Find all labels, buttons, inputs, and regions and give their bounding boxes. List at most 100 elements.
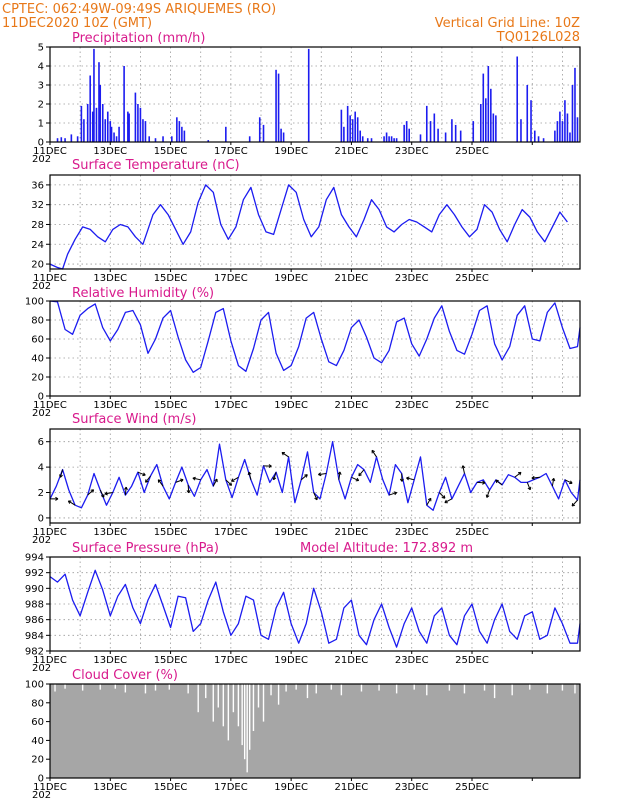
precip-bar <box>109 121 112 142</box>
wind-arrow-head <box>527 486 532 491</box>
precip-bar <box>349 115 351 142</box>
y-tick-label: 20 <box>31 373 44 384</box>
wind-arrow <box>318 472 327 476</box>
cloud-gap <box>295 684 297 690</box>
cloud-gap <box>197 684 199 713</box>
wind-arrow-head <box>569 480 573 485</box>
precip-bar <box>429 121 432 142</box>
y-tick-label: 988 <box>25 600 44 611</box>
precip-bar <box>425 105 428 142</box>
precip-bar <box>354 111 356 142</box>
wind-arrow <box>571 499 578 507</box>
wind-arrow <box>87 489 94 496</box>
wind-arrow <box>313 492 318 501</box>
y-tick-label: 990 <box>25 584 44 595</box>
x-tick-label: 11DEC <box>33 400 67 411</box>
panel-title: Surface Temperature (nC) <box>72 158 240 173</box>
precip-bar <box>437 128 439 142</box>
cloud-gap <box>277 684 280 705</box>
y-tick-label: 3 <box>38 81 44 92</box>
precip-bar <box>128 113 130 142</box>
y-tick-label: 60 <box>31 717 44 728</box>
x-tick-label: 15DEC <box>154 273 188 284</box>
cloud-gap <box>285 684 287 692</box>
wind-arrow <box>99 489 105 498</box>
precip-bar <box>148 136 151 142</box>
precip-bar <box>127 111 129 142</box>
precip-bar <box>258 117 261 142</box>
wind-arrow-head <box>531 475 535 480</box>
precip-bar <box>76 136 79 142</box>
y-tick-label: 992 <box>25 568 44 579</box>
precip-bar <box>554 130 556 142</box>
wind-arrow-head <box>180 478 184 483</box>
wind-arrow <box>358 469 365 477</box>
cloud-gap <box>378 684 380 691</box>
y-tick-label: 0 <box>38 138 44 149</box>
x-tick-label: 21DEC <box>335 655 369 666</box>
precip-bar <box>559 111 561 142</box>
cloud-gap <box>257 684 260 708</box>
x-year-fragment: 202 <box>32 408 51 419</box>
x-tick-label: 17DEC <box>214 146 248 157</box>
x-year-fragment: 202 <box>32 663 51 674</box>
wind-arrow <box>486 489 491 498</box>
precip-bar <box>482 73 485 142</box>
precip-bar <box>388 136 390 142</box>
wind-arrow-head <box>123 486 128 491</box>
wind-arrow-head <box>517 471 522 476</box>
precip-bar <box>134 92 137 142</box>
x-tick-label: 23DEC <box>395 146 429 157</box>
precip-bar <box>571 85 574 142</box>
precip-bar <box>98 62 100 143</box>
wind-arrow <box>476 481 486 484</box>
x-tick-label: 23DEC <box>395 527 429 538</box>
precip-bar <box>537 136 540 142</box>
x-tick-label: 15DEC <box>154 655 188 666</box>
panel-temp: 20 24 28 32 36 11DEC 13DEC 15DEC 17DEC 19DEC 21DEC… <box>31 158 581 292</box>
cloud-gap <box>205 684 207 699</box>
wind-arrow <box>175 479 184 483</box>
cloud-gap <box>413 684 415 690</box>
rh-line <box>49 300 581 373</box>
wind-arrow-head <box>571 503 576 507</box>
panel-frame <box>49 300 581 397</box>
panel-title: Cloud Cover (%) <box>72 668 178 683</box>
x-tick-label: 17DEC <box>214 527 248 538</box>
precip-bar <box>485 98 487 142</box>
x-tick-label: 13DEC <box>93 655 127 666</box>
cloud-gap <box>248 684 251 750</box>
cloud-gap <box>232 684 235 713</box>
precip-bar <box>183 130 186 142</box>
precip-bar <box>104 119 107 142</box>
precip-bar <box>390 136 393 142</box>
cloud-gap <box>426 684 428 696</box>
wind-arrow <box>338 471 341 480</box>
panel-frame <box>49 46 581 143</box>
precip-bar <box>492 113 495 142</box>
precip-bar <box>101 104 104 142</box>
y-tick-label: 984 <box>25 631 44 642</box>
cloud-gap <box>243 684 246 760</box>
precip-bar <box>91 111 94 142</box>
precip-bar <box>526 85 529 142</box>
wind-arrow-head <box>551 477 556 482</box>
precip-bar <box>80 105 83 142</box>
cloud-gap <box>114 684 117 689</box>
cloud-gap <box>222 684 225 727</box>
precip-bar <box>495 115 497 142</box>
cloud-gap <box>237 684 240 727</box>
precip-bar <box>479 104 482 142</box>
panel-wind: 0 2 4 6 11DEC 13DEC 15DEC 17DEC 19DEC 21DEC 23DEC 2… <box>32 412 581 546</box>
panel-frame <box>49 428 581 524</box>
precip-bar <box>346 105 349 142</box>
cloud-gap <box>246 684 248 773</box>
precip-bar <box>86 104 89 142</box>
precip-bar <box>248 136 251 142</box>
precip-bar <box>162 136 164 142</box>
x-tick-label: 13DEC <box>93 782 127 793</box>
precip-bar <box>83 119 85 142</box>
wind-arrow <box>495 479 503 486</box>
wind-arrow-head <box>371 449 375 454</box>
cloud-gap <box>395 684 398 694</box>
